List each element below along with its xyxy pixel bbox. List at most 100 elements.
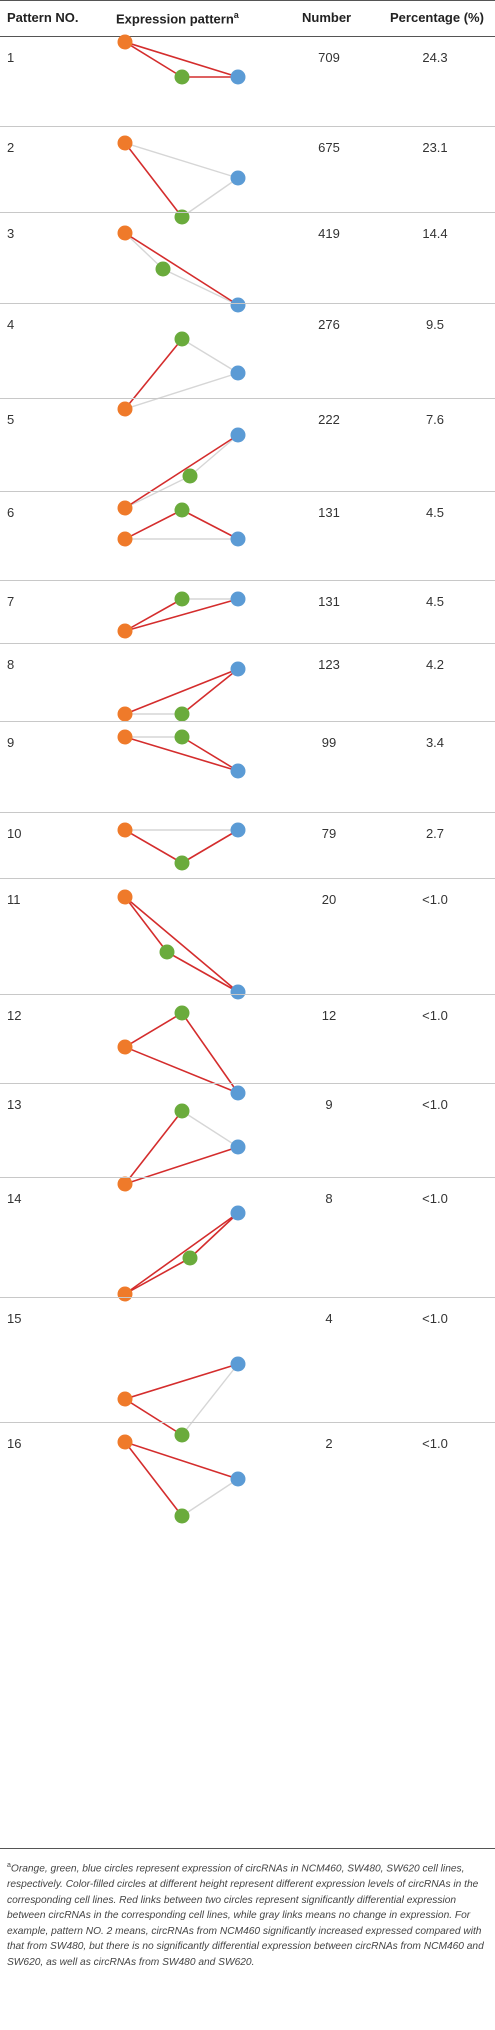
ncm460-circle	[117, 1391, 133, 1407]
pattern-count: 8	[325, 1191, 333, 1206]
significant-link	[124, 1363, 239, 1400]
ncm460-circle	[117, 1039, 133, 1055]
sw620-circle	[230, 427, 246, 443]
sw480-circle	[174, 1508, 190, 1524]
significant-link	[124, 829, 183, 864]
pattern-number: 5	[7, 412, 15, 427]
sw480-circle	[174, 69, 190, 85]
table-footnote: aOrange, green, blue circles represent e…	[7, 1858, 489, 1971]
expression-pattern-diagram	[117, 661, 246, 722]
row-separator	[0, 491, 495, 492]
significant-link	[181, 668, 239, 715]
ncm460-circle	[117, 729, 133, 745]
sw620-circle	[230, 763, 246, 779]
sw480-circle	[155, 261, 171, 277]
ncm460-circle	[117, 135, 133, 151]
pattern-count: 20	[321, 892, 337, 907]
expression-pattern-diagram	[117, 331, 246, 417]
ncm460-circle	[117, 34, 133, 50]
pattern-count: 123	[318, 657, 340, 672]
significant-link	[124, 668, 239, 715]
significant-link	[189, 1212, 239, 1259]
footnote-text: Orange, green, blue circles represent ex…	[7, 1863, 484, 1968]
sw620-circle	[230, 661, 246, 677]
sw480-circle	[174, 209, 190, 225]
row-separator	[0, 1297, 495, 1298]
sw480-circle	[159, 944, 175, 960]
expression-pattern-diagram	[117, 502, 246, 547]
significant-link	[124, 434, 239, 509]
pattern-count: 131	[318, 505, 340, 520]
pattern-percentage: <1.0	[422, 1311, 448, 1326]
no-change-link	[124, 142, 239, 179]
sw620-circle	[230, 1085, 246, 1101]
significant-link	[124, 598, 183, 632]
expression-pattern-diagram	[117, 1356, 246, 1443]
header-pattern-no: Pattern NO.	[7, 10, 79, 25]
ncm460-circle	[117, 1176, 133, 1192]
significant-link	[124, 232, 239, 306]
pattern-number: 8	[7, 657, 15, 672]
significant-link	[181, 829, 239, 864]
pattern-count: 2	[325, 1436, 333, 1451]
ncm460-circle	[117, 889, 133, 905]
row-separator	[0, 721, 495, 722]
header-top-rule	[0, 0, 495, 1]
row-separator	[0, 878, 495, 879]
ncm460-circle	[117, 401, 133, 417]
pattern-percentage: 14.4	[422, 226, 448, 241]
significant-link	[166, 951, 239, 993]
significant-link	[181, 509, 239, 540]
header-percentage: Percentage (%)	[390, 10, 484, 25]
pattern-percentage: <1.0	[422, 1097, 448, 1112]
ncm460-circle	[117, 706, 133, 722]
significant-link	[124, 896, 168, 953]
ncm460-circle	[117, 822, 133, 838]
pattern-percentage: 2.7	[425, 826, 445, 841]
pattern-percentage: <1.0	[422, 1191, 448, 1206]
ncm460-circle	[117, 500, 133, 516]
expression-pattern-diagram	[117, 1005, 246, 1101]
pattern-count: 709	[318, 50, 340, 65]
sw620-circle	[230, 1356, 246, 1372]
pattern-number: 6	[7, 505, 15, 520]
pattern-number: 7	[7, 594, 15, 609]
significant-link	[124, 598, 239, 632]
pattern-count: 276	[318, 317, 340, 332]
significant-link	[124, 142, 183, 218]
sw620-circle	[230, 170, 246, 186]
significant-link	[124, 1441, 183, 1517]
pattern-count: 99	[321, 735, 337, 750]
expression-pattern-diagram	[117, 1103, 246, 1192]
pattern-percentage: <1.0	[422, 1436, 448, 1451]
sw620-circle	[230, 1139, 246, 1155]
row-separator	[0, 398, 495, 399]
pattern-number: 16	[7, 1436, 22, 1451]
pattern-number: 9	[7, 735, 15, 750]
no-change-link	[124, 475, 191, 509]
expression-pattern-diagram	[117, 225, 246, 313]
significant-link	[124, 1398, 183, 1436]
row-separator	[0, 994, 495, 995]
significant-link	[124, 1257, 191, 1295]
significant-link	[124, 509, 183, 540]
no-change-link	[181, 1478, 239, 1517]
row-separator	[0, 1177, 495, 1178]
header-number: Number	[302, 10, 352, 25]
pattern-percentage: <1.0	[422, 892, 448, 907]
row-separator	[0, 643, 495, 644]
sw620-circle	[230, 1205, 246, 1221]
pattern-number: 10	[7, 826, 22, 841]
pattern-percentage: 4.5	[425, 505, 445, 520]
pattern-percentage: 3.4	[425, 735, 445, 750]
sw620-circle	[230, 297, 246, 313]
footnote-marker: a	[7, 1862, 11, 1869]
expression-pattern-diagram	[117, 135, 246, 225]
sw620-circle	[230, 984, 246, 1000]
sw480-circle	[174, 1103, 190, 1119]
sw480-circle	[174, 502, 190, 518]
row-separator	[0, 1422, 495, 1423]
row-separator	[0, 212, 495, 213]
sw620-circle	[230, 1471, 246, 1487]
no-change-link	[181, 338, 239, 374]
